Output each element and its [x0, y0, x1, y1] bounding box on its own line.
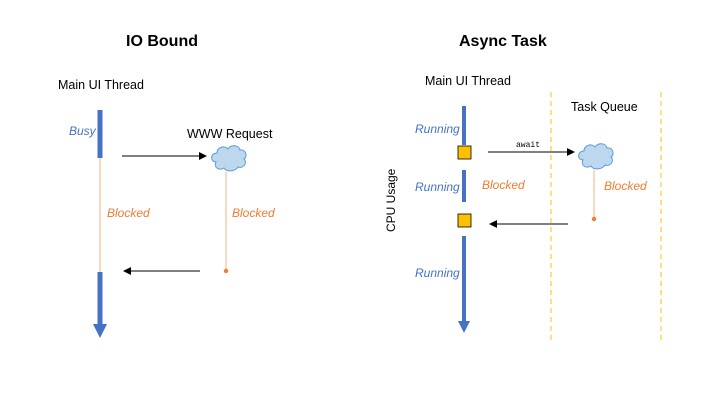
right-blocked-main-label: Blocked — [482, 178, 525, 192]
await-label: await — [516, 141, 541, 150]
left-request-end-dot — [223, 268, 229, 274]
right-thread-arrowhead — [458, 321, 470, 333]
left-panel-title: IO Bound — [126, 33, 198, 50]
task-queue-label: Task Queue — [571, 100, 638, 114]
queue-blocked-label: Blocked — [604, 179, 647, 193]
right-thread-label: Main UI Thread — [425, 74, 511, 88]
right-panel-title: Async Task — [459, 33, 547, 50]
running-label-1: Running — [415, 122, 460, 136]
running-label-2: Running — [415, 180, 460, 194]
left-thread-label: Main UI Thread — [58, 78, 144, 92]
cpu-usage-label: CPU Usage — [384, 168, 398, 232]
left-busy-label: Busy — [69, 124, 96, 138]
square-marker-icon — [457, 145, 472, 160]
cloud-icon — [578, 143, 614, 170]
queue-end-dot — [591, 216, 597, 222]
left-blocked-main-label: Blocked — [107, 206, 150, 220]
left-thread-arrowhead — [93, 324, 107, 338]
left-request-label: WWW Request — [187, 127, 273, 141]
cloud-icon — [211, 145, 247, 172]
left-blocked-request-label: Blocked — [232, 206, 275, 220]
square-marker-icon — [457, 213, 472, 228]
running-label-3: Running — [415, 266, 460, 280]
